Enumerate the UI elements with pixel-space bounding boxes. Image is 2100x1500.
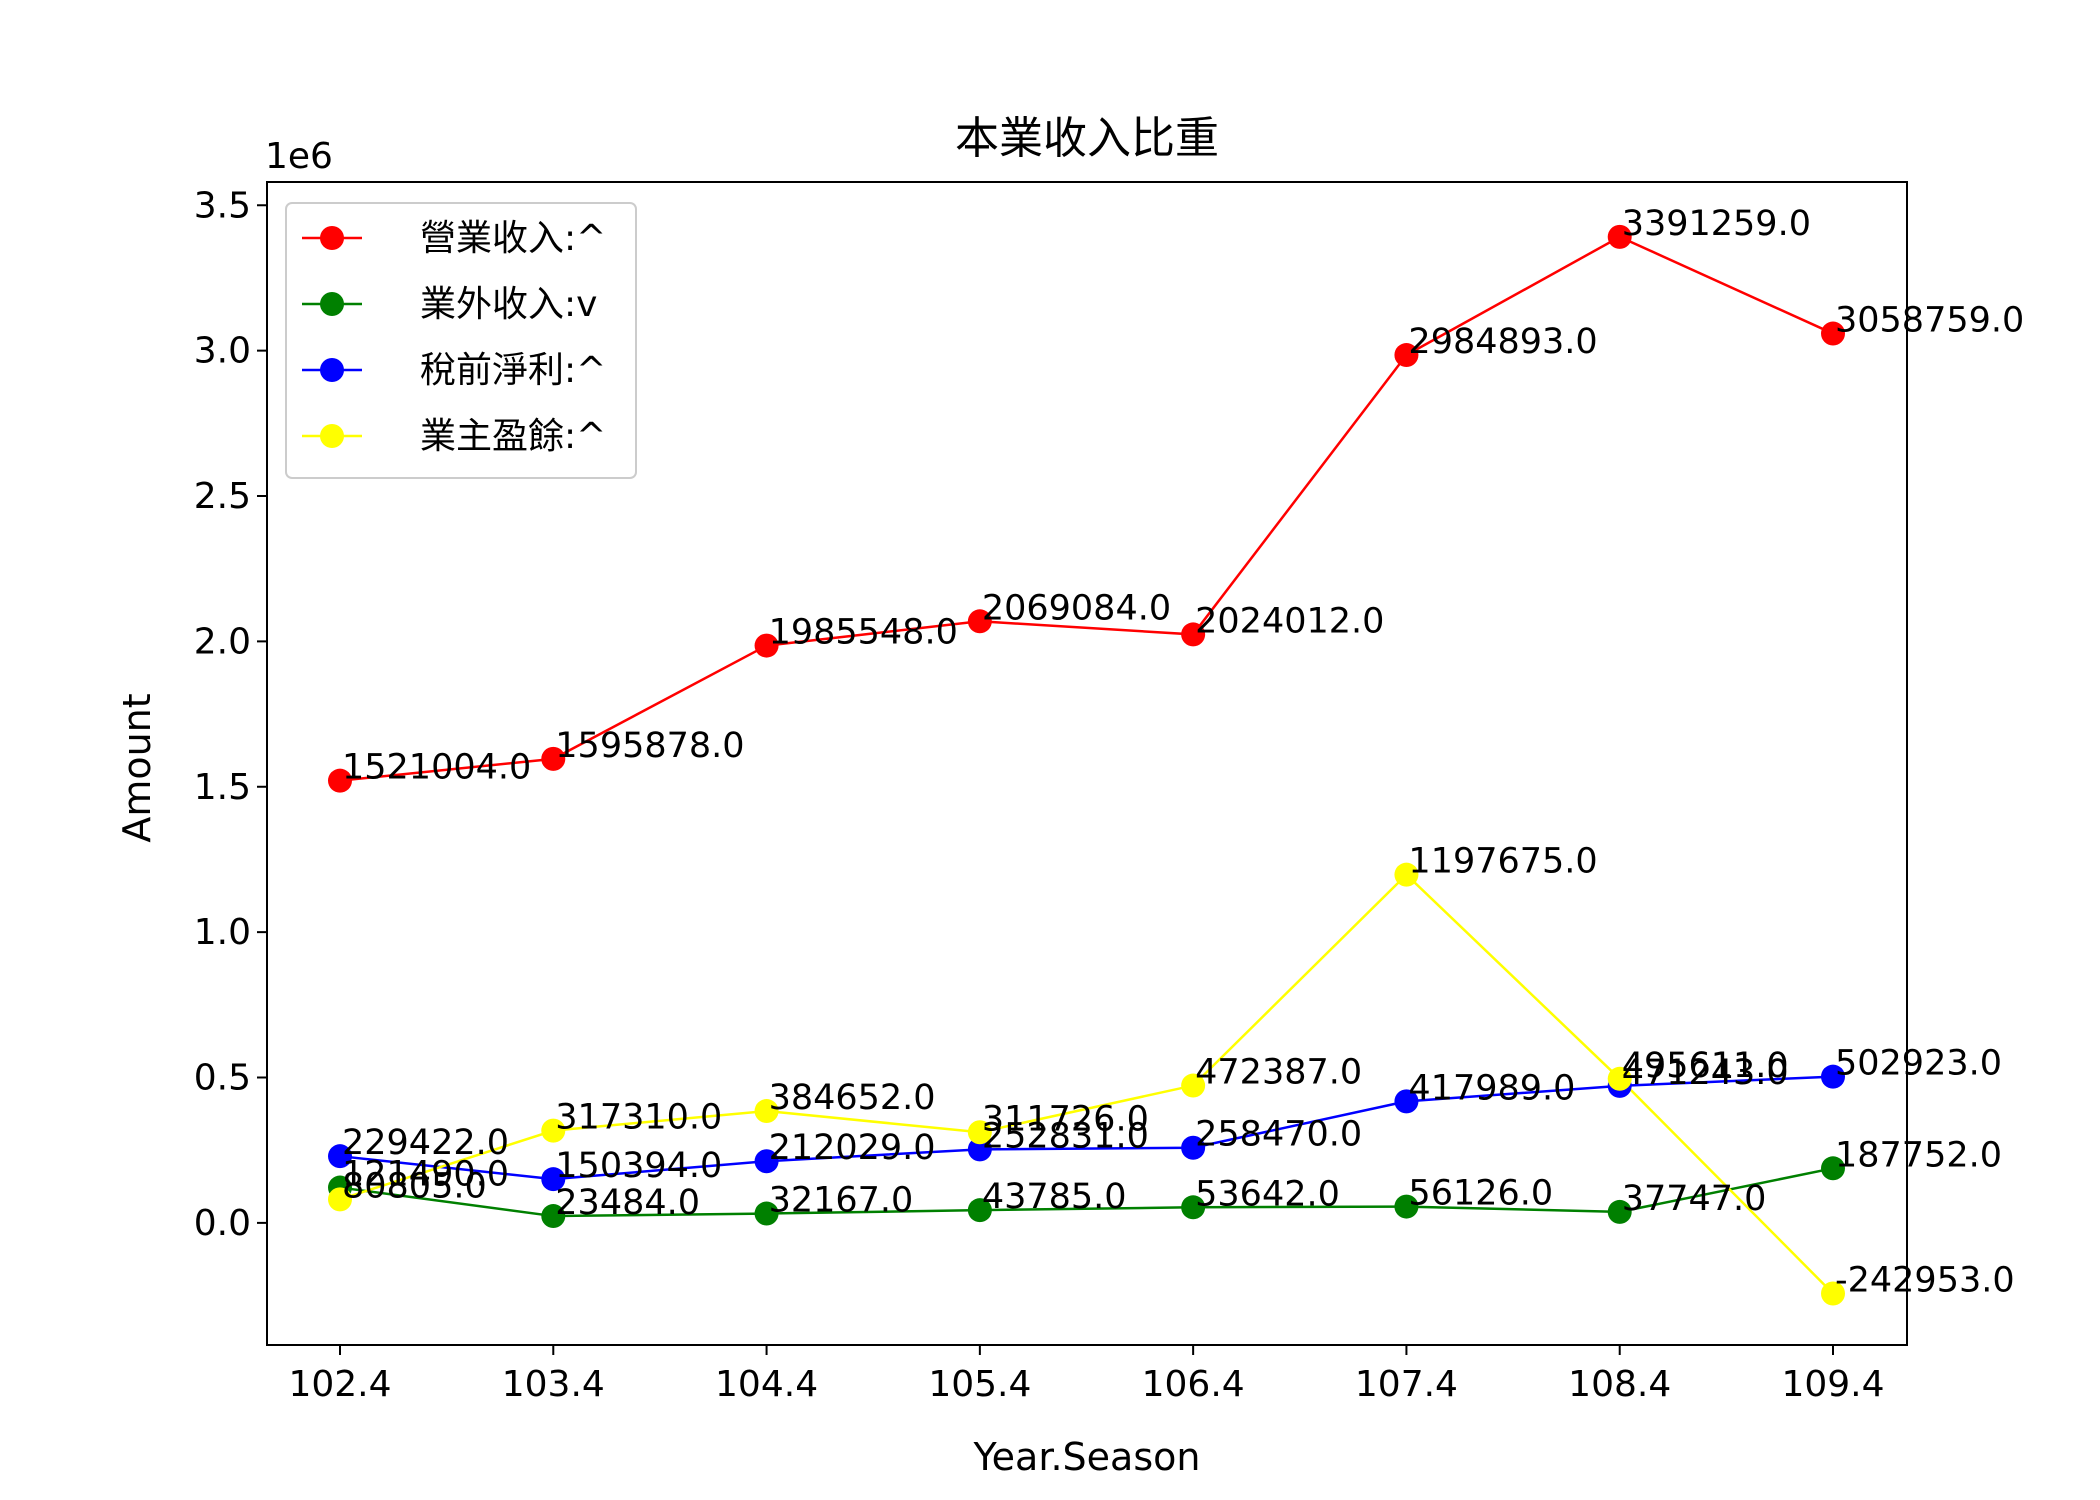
data-label-1-2: 32167.0	[769, 1181, 914, 1221]
legend-box	[285, 202, 637, 479]
data-point-0-3	[967, 609, 992, 634]
data-label-1-6: 37747.0	[1622, 1179, 1767, 1219]
data-point-2-4	[1181, 1135, 1206, 1160]
data-point-1-2	[754, 1201, 779, 1226]
legend-marker-0	[320, 226, 344, 250]
data-point-2-7	[1821, 1064, 1845, 1089]
series-line-0	[339, 235, 1834, 782]
legend-label-0: 營業收入:^	[420, 218, 606, 259]
data-label-0-4: 2024012.0	[1195, 601, 1384, 641]
legend-marker-1	[320, 292, 344, 316]
legend-marker-2	[320, 358, 344, 382]
legend-marker-3	[320, 424, 344, 448]
data-label-2-3: 252831.0	[982, 1116, 1149, 1156]
data-label-1-4: 53642.0	[1195, 1174, 1340, 1214]
data-point-0-2	[754, 633, 779, 658]
x-tick-label-107.4: 107.4	[1355, 1364, 1458, 1405]
y-tick-label-1.5: 1.5	[194, 767, 251, 808]
data-label-3-6: 495611.0	[1622, 1046, 1789, 1086]
legend-label-3: 業主盈餘:^	[420, 416, 606, 457]
data-label-0-3: 2069084.0	[982, 588, 1171, 628]
y-tick-label-0.5: 0.5	[194, 1058, 251, 1099]
data-point-1-7	[1821, 1156, 1845, 1181]
data-label-0-6: 3391259.0	[1622, 204, 1811, 244]
data-label-3-0: 80805.0	[342, 1166, 487, 1206]
data-point-3-7	[1821, 1281, 1845, 1306]
data-label-0-7: 3058759.0	[1835, 301, 2024, 341]
x-tick-label-109.4: 109.4	[1781, 1364, 1884, 1405]
data-label-0-5: 2984893.0	[1408, 322, 1597, 362]
data-label-0-1: 1595878.0	[555, 726, 744, 766]
y-tick-label-3.5: 3.5	[194, 185, 251, 226]
chart-title: 本業收入比重	[955, 113, 1219, 164]
data-point-2-5	[1394, 1089, 1419, 1114]
data-label-1-7: 187752.0	[1835, 1135, 2002, 1175]
x-tick-label-106.4: 106.4	[1142, 1364, 1245, 1405]
x-tick-label-103.4: 103.4	[502, 1364, 605, 1405]
y-tick-label-2.5: 2.5	[194, 476, 251, 517]
data-label-1-5: 56126.0	[1408, 1174, 1553, 1214]
data-label-2-2: 212029.0	[769, 1128, 936, 1168]
data-label-2-6: 471243.0	[1622, 1053, 1789, 1093]
y-axis-title: Amount	[115, 693, 159, 842]
data-label-2-0: 229422.0	[342, 1123, 509, 1163]
data-point-0-6	[1607, 224, 1632, 249]
data-point-3-6	[1607, 1066, 1632, 1091]
x-axis-title: Year.Season	[973, 1435, 1201, 1479]
data-point-3-5	[1394, 862, 1419, 887]
data-label-3-3: 311726.0	[982, 1099, 1149, 1139]
x-tick-label-102.4: 102.4	[288, 1364, 391, 1405]
data-label-3-2: 384652.0	[769, 1078, 936, 1118]
series-line-1	[339, 1167, 1834, 1218]
series-line-2	[339, 1075, 1834, 1181]
data-label-1-0: 121490.0	[342, 1155, 509, 1195]
data-point-1-1	[541, 1204, 566, 1229]
data-label-2-1: 150394.0	[555, 1146, 722, 1186]
data-label-1-3: 43785.0	[982, 1177, 1127, 1217]
data-label-0-0: 1521004.0	[342, 748, 531, 788]
plot-area: 102.4 103.4 104.4 105.4 106.4 107.4 108.4 109.4…	[194, 185, 2025, 1405]
x-tick-label-108.4: 108.4	[1568, 1364, 1671, 1405]
data-label-2-4: 258470.0	[1195, 1115, 1362, 1155]
legend-label-2: 稅前淨利:^	[420, 350, 606, 391]
data-label-3-4: 472387.0	[1195, 1053, 1362, 1093]
data-point-0-0	[328, 768, 352, 793]
data-point-0-4	[1181, 622, 1206, 647]
data-point-3-0	[328, 1187, 352, 1212]
data-label-3-7: -242953.0	[1835, 1261, 2015, 1301]
data-point-2-0	[328, 1144, 352, 1169]
data-point-3-1	[541, 1118, 566, 1143]
data-label-1-1: 23484.0	[555, 1183, 700, 1223]
data-label-2-5: 417989.0	[1408, 1068, 1575, 1108]
y-tick-label-3.0: 3.0	[194, 331, 251, 372]
data-point-2-3	[967, 1137, 992, 1162]
data-label-3-1: 317310.0	[555, 1098, 722, 1138]
data-point-0-7	[1821, 321, 1845, 346]
data-label-3-5: 1197675.0	[1408, 842, 1597, 882]
data-point-3-4	[1181, 1073, 1206, 1098]
x-tick-label-104.4: 104.4	[715, 1364, 818, 1405]
data-label-2-7: 502923.0	[1835, 1044, 2002, 1084]
y-offset-label: 1e6	[265, 136, 333, 177]
series-line-3	[339, 872, 1834, 1295]
data-point-0-5	[1394, 343, 1419, 368]
data-point-1-3	[967, 1198, 992, 1223]
legend: 營業收入:^ 業外收入:v 稅前淨利:^ 業主盈餘:^	[285, 202, 637, 479]
y-tick-label-1.0: 1.0	[194, 912, 251, 953]
data-point-2-2	[754, 1149, 779, 1174]
y-tick-label-2.0: 2.0	[194, 621, 251, 662]
data-point-2-1	[541, 1167, 566, 1192]
x-tick-label-105.4: 105.4	[928, 1364, 1031, 1405]
data-point-0-1	[541, 746, 566, 771]
legend-label-1: 業外收入:v	[420, 284, 597, 325]
y-tick-label-0.0: 0.0	[194, 1203, 251, 1244]
plot-frame	[266, 181, 1908, 1346]
data-label-0-2: 1985548.0	[769, 613, 958, 653]
data-point-1-4	[1181, 1195, 1206, 1220]
data-point-1-5	[1394, 1194, 1419, 1219]
data-point-3-3	[967, 1120, 992, 1145]
data-point-3-2	[754, 1099, 779, 1124]
data-point-1-6	[1607, 1199, 1632, 1224]
